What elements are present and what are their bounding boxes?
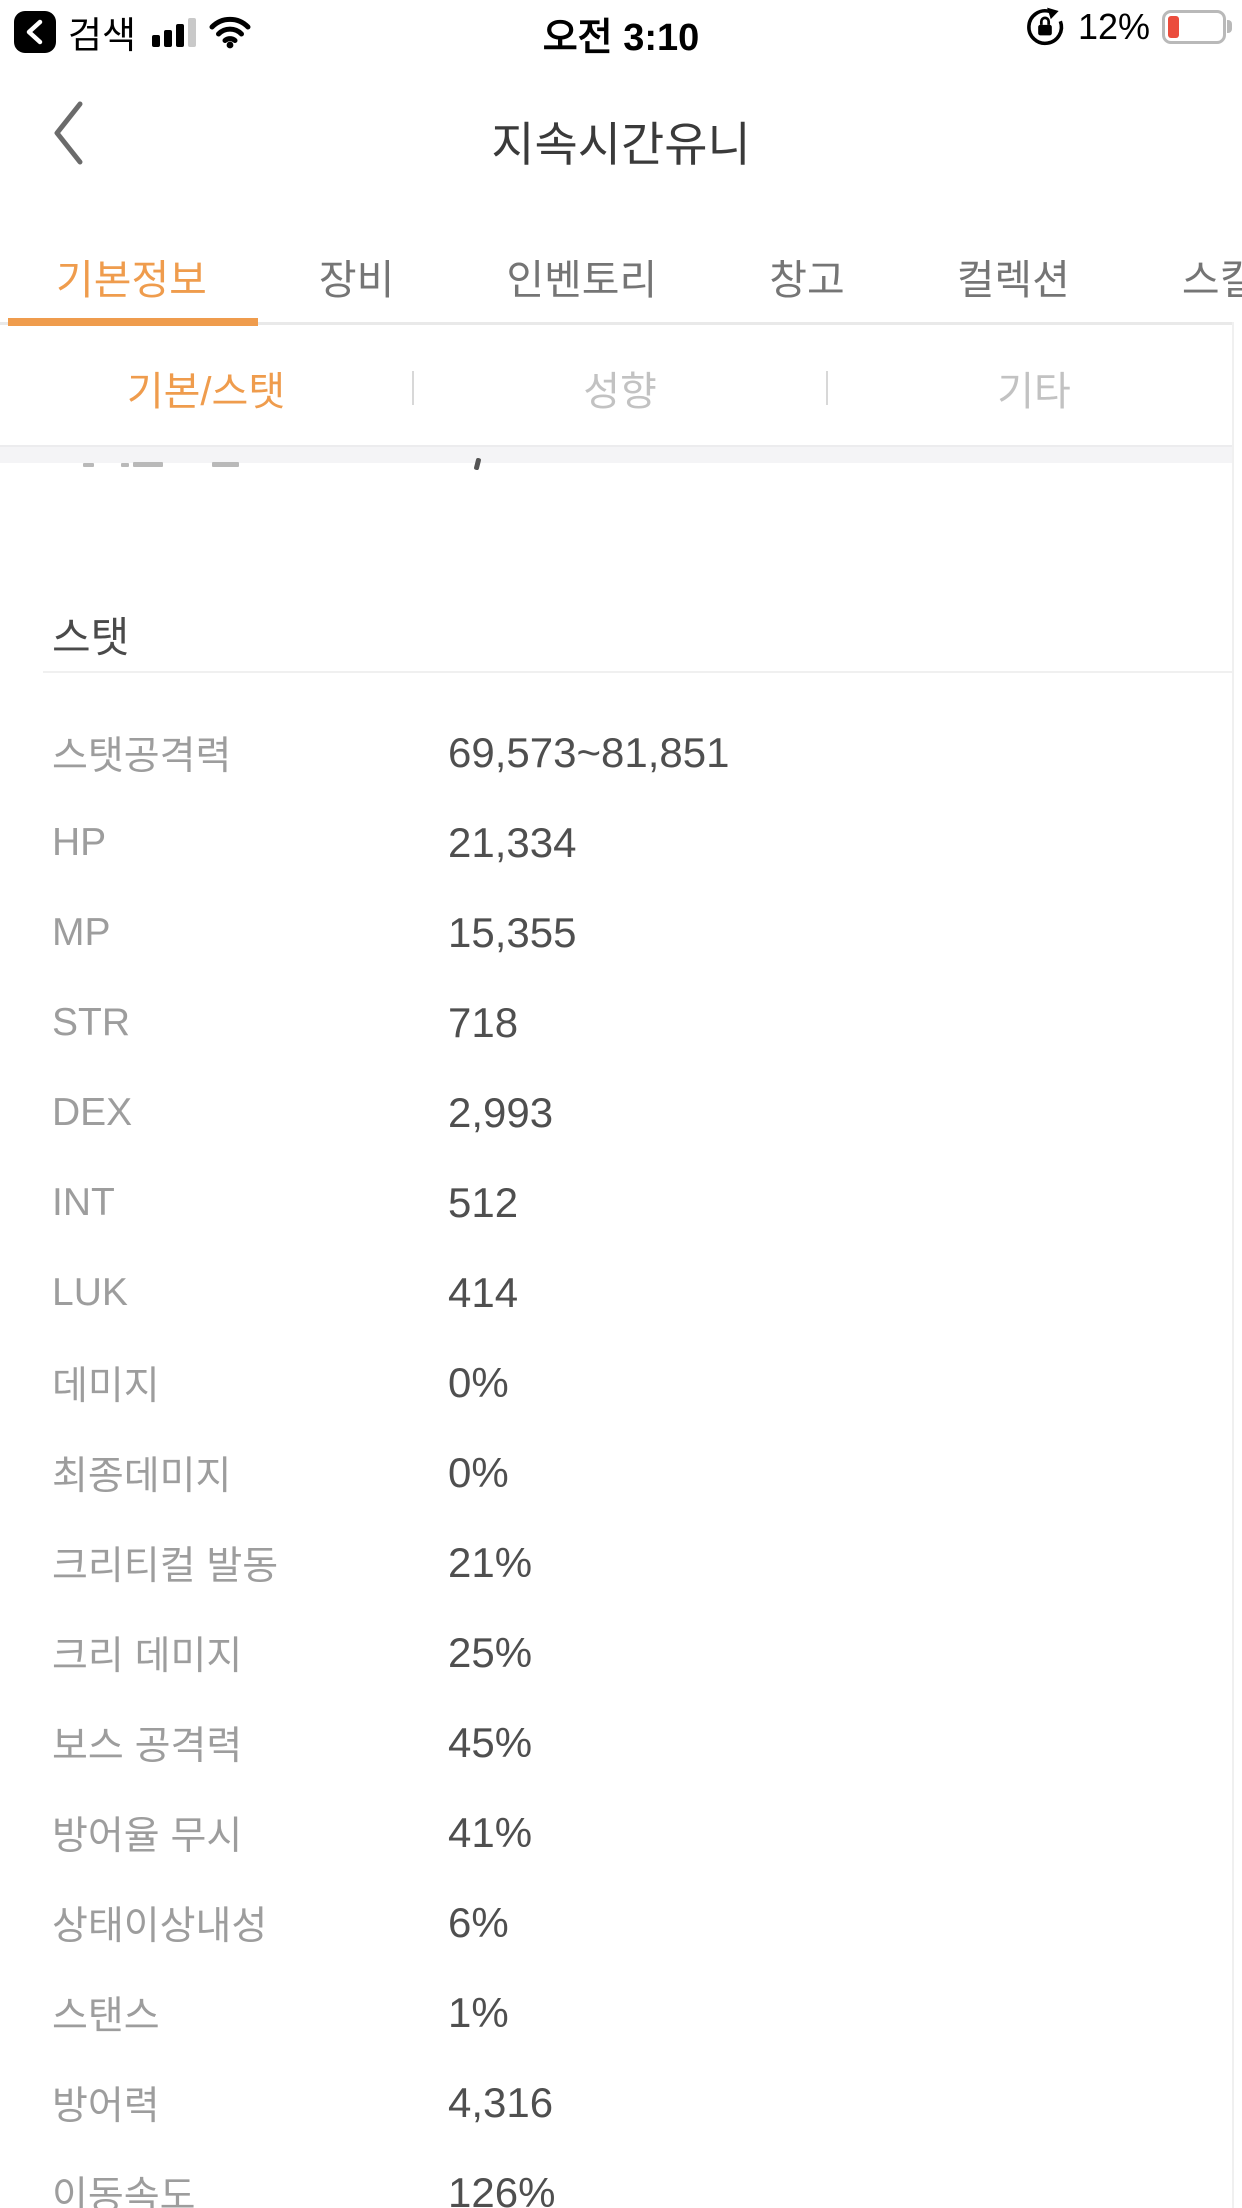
stat-value: 15,355 [448, 909, 577, 956]
tab-storage[interactable]: 창고 [769, 257, 845, 303]
stat-label: HP [52, 821, 107, 864]
stat-value: 69,573~81,851 [448, 729, 730, 776]
subtab-basic-stat[interactable]: 기본/스탯 [126, 369, 286, 414]
stat-value: 512 [448, 1179, 519, 1226]
tab-equipment[interactable]: 장비 [318, 257, 395, 303]
active-tab-underline [8, 318, 258, 326]
stat-value: 41% [448, 1809, 533, 1856]
stat-label: 크리 데미지 [52, 1635, 243, 1678]
stat-label: 데미지 [52, 1365, 160, 1408]
clipped-row-fragment [212, 462, 239, 467]
tab-basic-info[interactable]: 기본정보 [56, 257, 207, 303]
stat-label: 스탠스 [52, 1995, 160, 2038]
tab-bar-divider [0, 322, 1233, 325]
stat-row: 보스 공격력 45% [0, 1698, 1242, 1788]
section-gap-band [0, 445, 1233, 463]
tab-skill[interactable]: 스킬 [1181, 257, 1242, 303]
stat-list: 스탯공격력 69,573~81,851 HP 21,334 MP 15,355 … [0, 708, 1242, 2208]
stat-value: 25% [448, 1629, 533, 1676]
clipped-row-fragment [121, 463, 129, 467]
stat-label: INT [52, 1181, 115, 1224]
battery-percent: 12% [1077, 6, 1150, 47]
stat-label: 상태이상내성 [52, 1905, 268, 1948]
stat-row: HP 21,334 [0, 798, 1242, 888]
wifi-icon [209, 16, 251, 48]
stat-label: LUK [52, 1271, 128, 1314]
stat-label: MP [52, 911, 111, 954]
stat-value: 21,334 [448, 819, 577, 866]
stat-row: DEX 2,993 [0, 1068, 1242, 1158]
stat-row: 데미지 0% [0, 1338, 1242, 1428]
back-chevron-icon [54, 101, 83, 165]
stat-row: 스탯공격력 69,573~81,851 [0, 708, 1242, 798]
stat-row: 상태이상내성 6% [0, 1878, 1242, 1968]
stat-label: 최종데미지 [52, 1455, 232, 1498]
stat-row: 크리 데미지 25% [0, 1608, 1242, 1698]
stat-row: 방어력 4,316 [0, 2058, 1242, 2148]
stat-row: 최종데미지 0% [0, 1428, 1242, 1518]
main-tab-bar: 기본정보 장비 인벤토리 창고 컬렉션 스킬 [0, 230, 1242, 322]
tab-inventory[interactable]: 인벤토리 [506, 257, 658, 303]
stat-row: 스탠스 1% [0, 1968, 1242, 2058]
stat-row: INT 512 [0, 1158, 1242, 1248]
stat-value: 4,316 [448, 2079, 554, 2126]
stat-label: 스탯공격력 [52, 735, 232, 778]
nav-header: 지속시간유니 [0, 60, 1242, 220]
battery-icon [1162, 10, 1232, 44]
status-time: 오전 3:10 [542, 17, 700, 59]
stat-label: 방어율 무시 [52, 1815, 243, 1858]
stat-label: 이동속도 [52, 2175, 196, 2208]
stat-row: MP 15,355 [0, 888, 1242, 978]
page-edge-divider [1232, 322, 1234, 2208]
stat-value: 126% [448, 2169, 556, 2208]
signal-icon [152, 17, 197, 47]
section-title: 스탯 [52, 614, 130, 661]
stat-value: 6% [448, 1899, 509, 1946]
stat-value: 2,993 [448, 1089, 554, 1136]
back-to-app-label[interactable]: 검색 [68, 15, 137, 56]
back-to-app-icon[interactable] [14, 11, 56, 53]
stat-row: STR 718 [0, 978, 1242, 1068]
stat-row: 크리티컬 발동 21% [0, 1518, 1242, 1608]
stat-label: 보스 공격력 [52, 1725, 243, 1768]
tab-collection[interactable]: 컬렉션 [956, 257, 1070, 303]
subtab-separator [412, 370, 414, 405]
clipped-row-fragment [133, 462, 163, 467]
stat-label: STR [52, 1001, 130, 1044]
stat-value: 718 [448, 999, 519, 1046]
stat-label: 크리티컬 발동 [52, 1545, 279, 1588]
section-divider [43, 671, 1233, 673]
stat-value: 21% [448, 1539, 533, 1586]
clipped-row-fragment [83, 463, 94, 467]
stat-value: 0% [448, 1359, 509, 1406]
stat-value: 0% [448, 1449, 509, 1496]
stat-row: 방어율 무시 41% [0, 1788, 1242, 1878]
stat-row: LUK 414 [0, 1248, 1242, 1338]
stat-label: 방어력 [52, 2085, 160, 2128]
stat-value: 45% [448, 1719, 533, 1766]
stat-row: 이동속도 126% [0, 2148, 1242, 2208]
stat-value: 414 [448, 1269, 519, 1316]
stat-label: DEX [52, 1091, 133, 1134]
back-button[interactable] [52, 96, 92, 170]
subtab-etc[interactable]: 기타 [997, 369, 1071, 414]
orientation-lock-icon [1027, 7, 1064, 46]
stat-value: 1% [448, 1989, 509, 2036]
page-title: 지속시간유니 [491, 118, 751, 171]
subtab-traits[interactable]: 성향 [583, 369, 657, 414]
subtab-separator [826, 370, 828, 405]
sub-tab-bar: 기본/스탯 성향 기타 [0, 330, 1242, 445]
status-bar: 검색 오전 3:10 12% [0, 0, 1242, 60]
